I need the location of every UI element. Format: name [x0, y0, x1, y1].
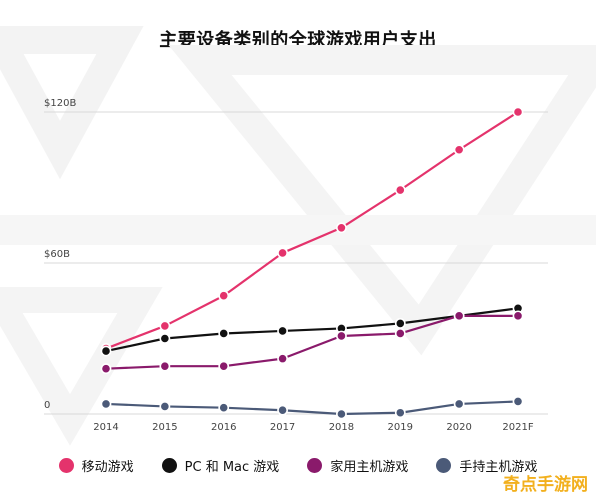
data-point — [100, 398, 112, 410]
series-group — [100, 310, 524, 375]
data-point — [512, 396, 524, 407]
data-point — [100, 345, 112, 357]
data-point — [453, 144, 465, 156]
data-point — [159, 333, 171, 344]
data-point — [277, 247, 288, 259]
x-tick-label: 2020 — [446, 422, 471, 433]
series-line — [104, 400, 520, 416]
data-point — [394, 328, 406, 339]
legend-label: PC 和 Mac 游戏 — [184, 460, 280, 475]
x-tick-label: 2014 — [93, 422, 118, 433]
chart-legend: 移动游戏 PC 和 Mac 游戏 家用主机游戏 手持主机游戏 — [0, 456, 596, 475]
data-point — [394, 317, 406, 329]
x-tick-label: 2016 — [211, 422, 236, 433]
x-tick-label: 2021F — [502, 422, 533, 433]
data-point — [159, 320, 171, 332]
data-point — [453, 398, 465, 410]
series-line — [104, 314, 520, 370]
y-tick-label: $120B — [44, 98, 76, 109]
data-point — [336, 222, 347, 234]
legend-swatch — [58, 458, 74, 473]
series-line — [104, 307, 520, 353]
data-point — [218, 402, 230, 414]
legend-swatch — [307, 458, 323, 473]
legend-label: 家用主机游戏 — [330, 460, 409, 475]
data-point — [512, 106, 524, 118]
series-group — [100, 106, 524, 354]
legend-swatch — [436, 458, 452, 473]
data-point — [336, 330, 347, 342]
data-point — [277, 353, 288, 365]
data-point — [159, 401, 171, 412]
data-point — [277, 325, 288, 337]
y-axis-tick-labels: 0 $60B $120B — [44, 98, 76, 411]
data-point — [453, 310, 465, 322]
series-lines — [100, 106, 524, 420]
data-point — [394, 407, 406, 419]
grid-lines — [44, 111, 548, 415]
data-point — [277, 404, 288, 416]
data-point — [336, 408, 347, 420]
background-decoration — [0, 26, 596, 446]
x-tick-label: 2019 — [388, 422, 413, 433]
legend-swatch — [161, 458, 177, 473]
y-tick-label: $60B — [44, 249, 70, 260]
watermark-text: 奇点手游网 — [503, 475, 588, 495]
x-tick-label: 2018 — [329, 422, 354, 433]
data-point — [394, 184, 406, 196]
legend-item: 家用主机游戏 — [307, 456, 408, 475]
x-tick-label: 2015 — [152, 422, 177, 433]
data-point — [218, 328, 230, 339]
series-line — [104, 110, 520, 350]
data-point — [218, 290, 230, 302]
legend-item: PC 和 Mac 游戏 — [161, 456, 280, 475]
data-point — [159, 360, 171, 372]
legend-item: 手持主机游戏 — [436, 456, 537, 475]
data-point — [512, 310, 524, 322]
legend-label: 手持主机游戏 — [459, 460, 538, 475]
legend-label: 移动游戏 — [81, 460, 134, 475]
y-tick-label: 0 — [44, 400, 50, 411]
data-point — [100, 363, 112, 375]
data-point — [218, 360, 230, 372]
legend-item: 移动游戏 — [58, 456, 134, 475]
x-tick-label: 2017 — [270, 422, 295, 433]
x-axis-tick-labels: 2014 2015 2016 2017 2018 2019 2020 2021F — [93, 422, 534, 433]
series-group — [100, 396, 524, 420]
